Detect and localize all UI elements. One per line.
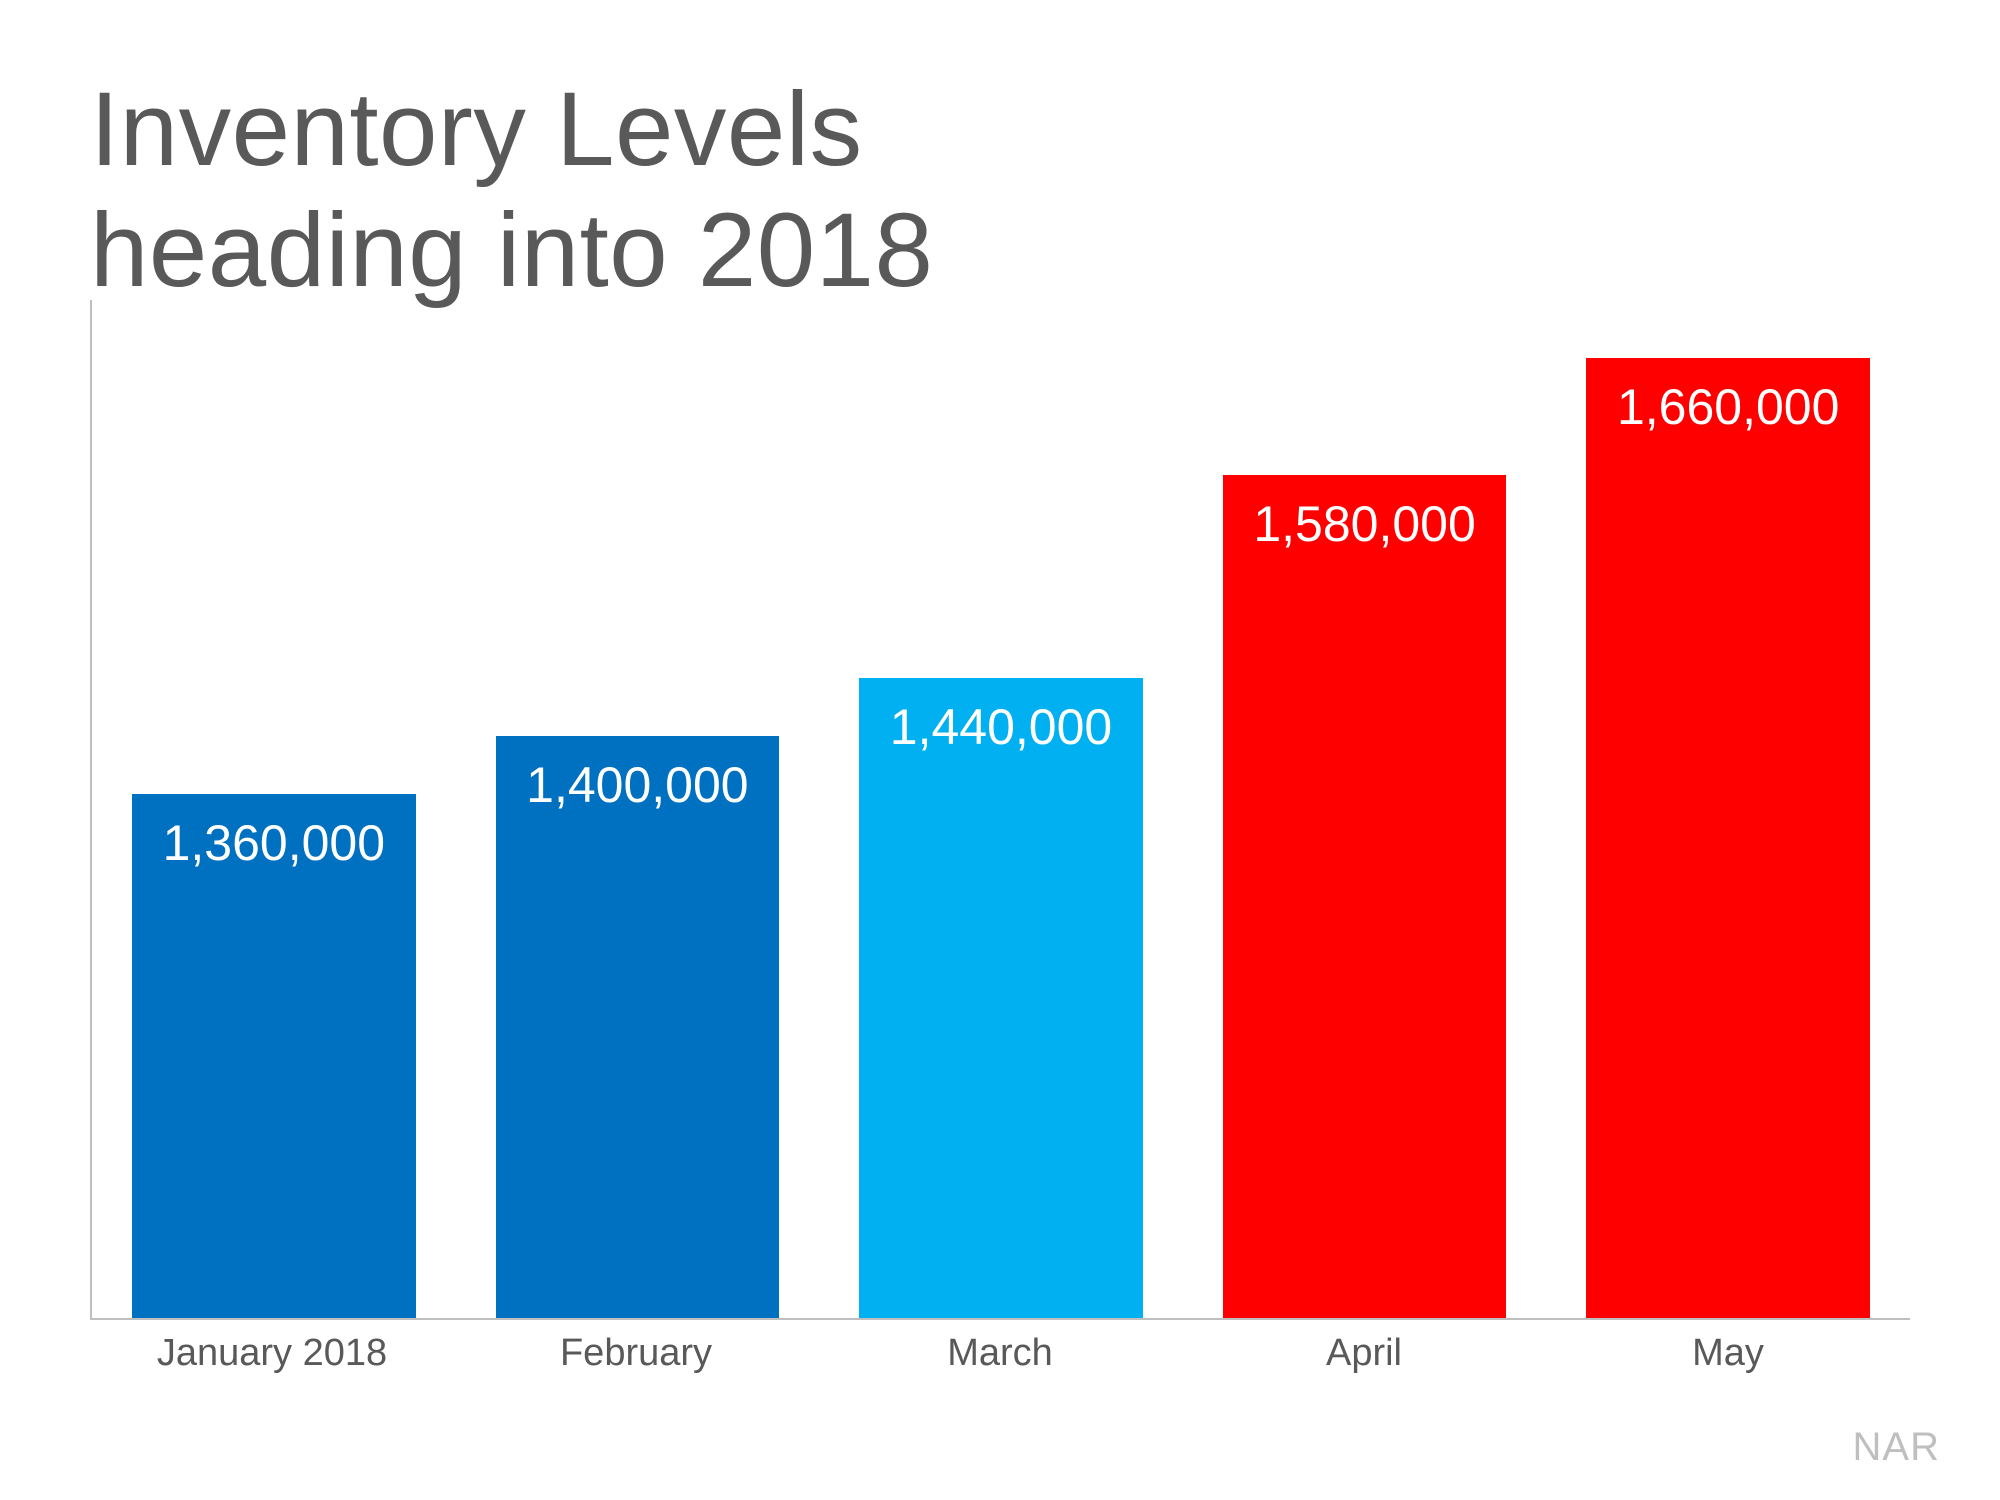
bar-value-label: 1,400,000	[496, 756, 780, 814]
bar-value-label: 1,440,000	[859, 698, 1143, 756]
bar-value-label: 1,660,000	[1586, 378, 1870, 436]
bars-container: 1,360,000 1,400,000 1,440,000 1,580,000 1,66…	[92, 300, 1910, 1318]
bar: 1,660,000	[1586, 358, 1870, 1318]
x-axis-label: January 2018	[90, 1320, 454, 1375]
title-line-1: Inventory Levels	[90, 71, 863, 188]
x-axis-label: May	[1546, 1320, 1910, 1375]
bar-slot: 1,660,000	[1546, 300, 1910, 1318]
bar-value-label: 1,580,000	[1223, 495, 1507, 553]
title-line-2: heading into 2018	[90, 192, 933, 309]
source-label: NAR	[1853, 1425, 1940, 1470]
bar-slot: 1,440,000	[819, 300, 1183, 1318]
bar: 1,400,000	[496, 736, 780, 1318]
bar: 1,580,000	[1223, 475, 1507, 1318]
chart-area: 1,360,000 1,400,000 1,440,000 1,580,000 1,66…	[90, 300, 1910, 1380]
bar-value-label: 1,360,000	[132, 814, 416, 872]
bar-slot: 1,360,000	[92, 300, 456, 1318]
bar: 1,440,000	[859, 678, 1143, 1318]
bar-slot: 1,580,000	[1183, 300, 1547, 1318]
x-axis-label: March	[818, 1320, 1182, 1375]
slide: Inventory Levels heading into 2018 1,360…	[0, 0, 2000, 1500]
x-axis-labels: January 2018FebruaryMarchAprilMay	[90, 1320, 1910, 1380]
x-axis-label: February	[454, 1320, 818, 1375]
bar: 1,360,000	[132, 794, 416, 1318]
bar-slot: 1,400,000	[456, 300, 820, 1318]
chart-title: Inventory Levels heading into 2018	[90, 70, 933, 312]
x-axis-label: April	[1182, 1320, 1546, 1375]
plot-region: 1,360,000 1,400,000 1,440,000 1,580,000 1,66…	[90, 300, 1910, 1320]
